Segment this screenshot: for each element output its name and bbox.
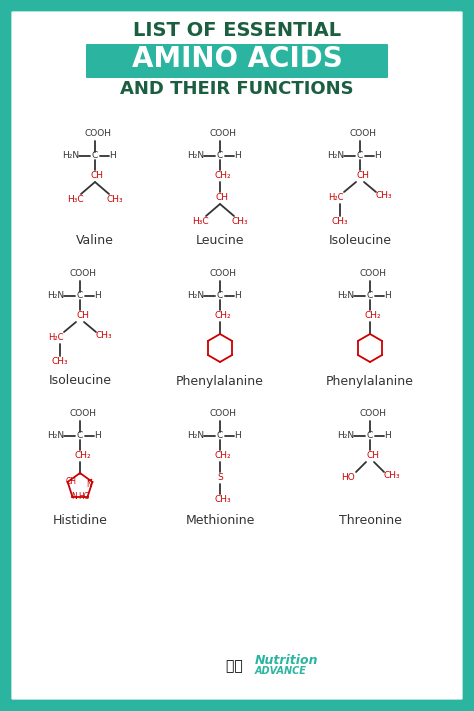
Text: CH₃: CH₃: [215, 496, 231, 505]
Text: C: C: [367, 432, 373, 441]
Text: Phenylalanine: Phenylalanine: [176, 375, 264, 387]
Text: H₂C: H₂C: [328, 193, 344, 203]
Text: CH₃: CH₃: [332, 218, 348, 227]
Text: H₃C: H₃C: [67, 196, 83, 205]
Text: H₂N: H₂N: [187, 292, 205, 301]
Text: 🍎🥑: 🍎🥑: [227, 659, 247, 673]
Text: H₂N: H₂N: [47, 432, 64, 441]
Text: C: C: [77, 432, 83, 441]
Text: S: S: [217, 474, 223, 483]
Text: H₂C: H₂C: [48, 333, 64, 343]
Text: Leucine: Leucine: [196, 235, 244, 247]
Text: COOH: COOH: [349, 129, 376, 139]
FancyBboxPatch shape: [10, 10, 464, 701]
Text: HO: HO: [341, 474, 355, 483]
Text: H: H: [235, 432, 241, 441]
Text: H: H: [235, 292, 241, 301]
Text: Histidine: Histidine: [53, 515, 108, 528]
Text: H: H: [95, 432, 101, 441]
Text: COOH: COOH: [210, 410, 237, 419]
Text: AMINO ACIDS: AMINO ACIDS: [132, 45, 342, 73]
Text: CH₂: CH₂: [215, 311, 231, 321]
Text: Phenylalanine: Phenylalanine: [326, 375, 414, 387]
Text: LIST OF ESSENTIAL: LIST OF ESSENTIAL: [133, 21, 341, 41]
Text: CH₂: CH₂: [75, 451, 91, 461]
Text: N: N: [72, 492, 77, 501]
Text: AND THEIR FUNCTIONS: AND THEIR FUNCTIONS: [120, 80, 354, 98]
Text: CH₂: CH₂: [365, 311, 381, 321]
Text: CH: CH: [91, 171, 103, 181]
Text: CH₃: CH₃: [96, 331, 112, 341]
Text: COOH: COOH: [70, 410, 97, 419]
Text: Nutrition: Nutrition: [255, 655, 319, 668]
Text: C: C: [92, 151, 98, 161]
Text: COOH: COOH: [84, 129, 111, 139]
Text: H: H: [95, 292, 101, 301]
Text: CH₃: CH₃: [107, 196, 123, 205]
Text: N: N: [86, 481, 92, 489]
Text: H: H: [235, 151, 241, 161]
Text: ADVANCE: ADVANCE: [255, 666, 307, 676]
Text: Methionine: Methionine: [185, 515, 255, 528]
Text: CH₃: CH₃: [383, 471, 401, 481]
Text: C: C: [367, 292, 373, 301]
Text: C: C: [77, 292, 83, 301]
Text: CH₂: CH₂: [215, 171, 231, 181]
Text: H₂N: H₂N: [337, 292, 355, 301]
Text: CH: CH: [366, 451, 380, 461]
Text: COOH: COOH: [210, 269, 237, 279]
Text: Isoleucine: Isoleucine: [328, 235, 392, 247]
Text: H: H: [384, 292, 392, 301]
Text: CH: CH: [216, 193, 228, 203]
Text: CH₂: CH₂: [215, 451, 231, 461]
Text: COOH: COOH: [359, 269, 386, 279]
Text: CH₃: CH₃: [52, 358, 68, 366]
Text: H: H: [384, 432, 392, 441]
Text: H: H: [374, 151, 382, 161]
Text: CH: CH: [76, 311, 90, 321]
Text: CH: CH: [356, 171, 370, 181]
Text: H₂N: H₂N: [47, 292, 64, 301]
Text: H₂N: H₂N: [328, 151, 345, 161]
Text: COOH: COOH: [359, 410, 386, 419]
Text: C: C: [357, 151, 363, 161]
Text: Valine: Valine: [76, 235, 114, 247]
Text: H: H: [109, 151, 117, 161]
Text: Threonine: Threonine: [338, 515, 401, 528]
Text: CH₃: CH₃: [376, 191, 392, 201]
Text: H₂N: H₂N: [187, 432, 205, 441]
Text: C: C: [217, 151, 223, 161]
Text: H₂N: H₂N: [187, 151, 205, 161]
Text: H₃C: H₃C: [191, 218, 208, 227]
Text: HC: HC: [78, 492, 89, 501]
Text: COOH: COOH: [70, 269, 97, 279]
Text: C: C: [217, 432, 223, 441]
Text: Isoleucine: Isoleucine: [48, 375, 111, 387]
Text: COOH: COOH: [210, 129, 237, 139]
Text: H₂N: H₂N: [337, 432, 355, 441]
Text: CH: CH: [65, 478, 76, 486]
Text: CH₃: CH₃: [232, 218, 248, 227]
Text: H₂N: H₂N: [63, 151, 80, 161]
FancyBboxPatch shape: [86, 44, 388, 78]
Text: C: C: [217, 292, 223, 301]
